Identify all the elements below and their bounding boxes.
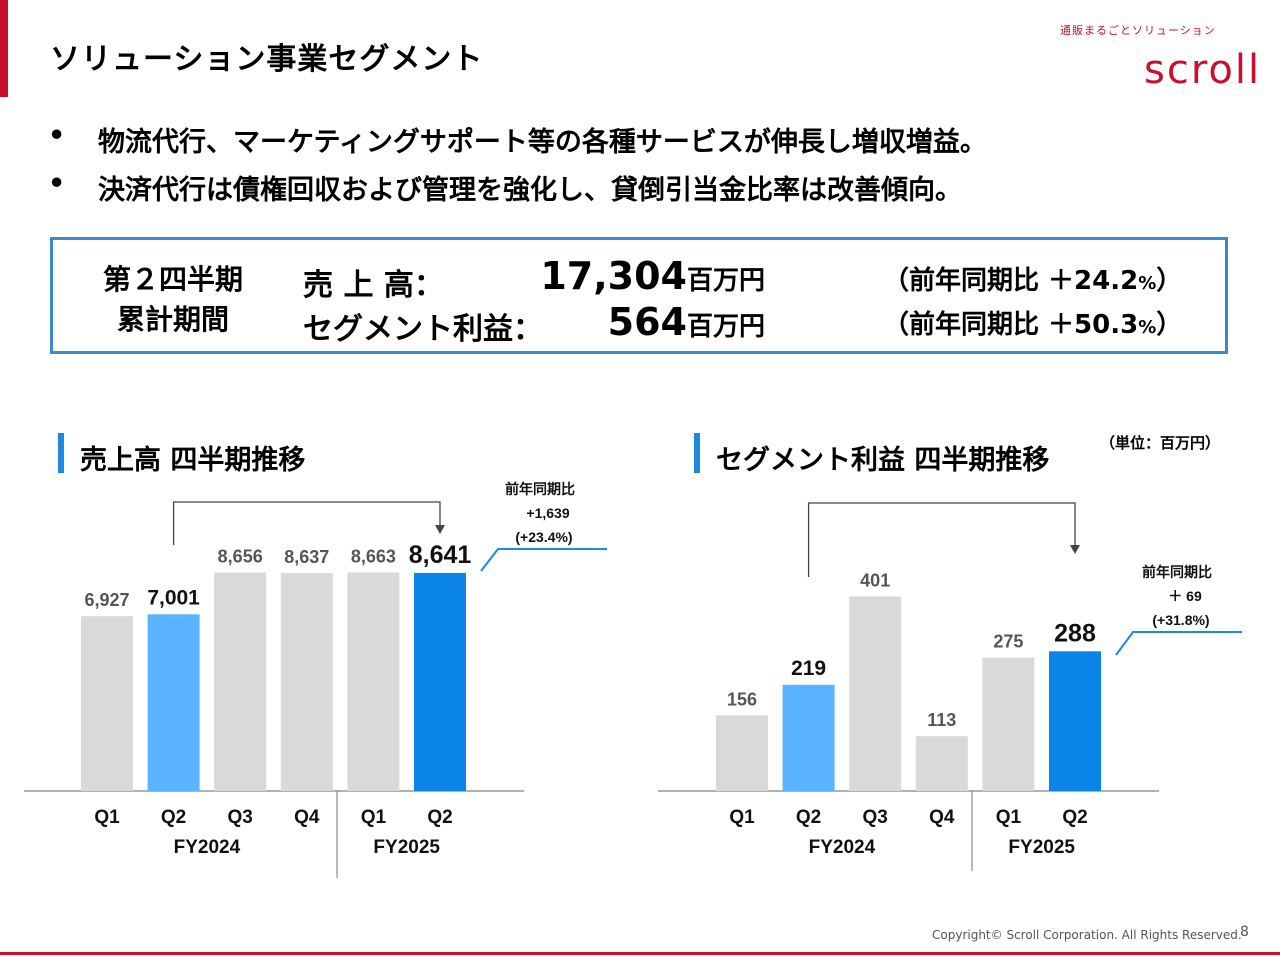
sales-yoy-prefix: （前年同期比 ＋24.2: [883, 266, 1139, 296]
category-label-3: Q3: [863, 807, 888, 828]
yoy-bracket: [807, 502, 1076, 577]
bullet-text: 物流代行、マーケティングサポート等の各種サービスが伸長し増収増益。: [98, 127, 987, 158]
yoy-annotation-diff: +1,639: [526, 505, 569, 521]
yoy-arrowhead: [435, 525, 445, 534]
data-label-6: 288: [1054, 619, 1096, 647]
yoy-annotation-leader: [1115, 631, 1242, 656]
yoy-annotation-pct: (+23.4%): [515, 529, 572, 545]
yoy-annotation-diff: ＋ 69: [1168, 588, 1202, 604]
data-label-4: 113: [927, 710, 956, 730]
data-label-3: 8,656: [218, 547, 263, 567]
category-label-5: Q1: [361, 807, 387, 828]
profit-chart: 156 Q1 219 Q2 401 Q3 113 Q4 275 Q1 288 Q2 FY2024 FY20…: [658, 502, 1242, 871]
profit-value: 564: [607, 300, 687, 344]
data-label-5: 8,663: [351, 546, 396, 566]
group-label-fy2024: FY2024: [174, 837, 241, 858]
category-label-6: Q2: [1062, 807, 1087, 828]
group-label-fy2025: FY2025: [373, 837, 440, 858]
logo-tagline: 通販まるごとソリューション: [1060, 24, 1216, 37]
sales-chart: 6,927 Q1 7,001 Q2 8,656 Q3 8,637 Q4 8,663 Q1 8,641…: [24, 481, 607, 878]
profit-section-marker: [694, 433, 700, 473]
data-label-1: 6,927: [84, 590, 129, 610]
yoy-bracket: [172, 501, 441, 545]
bullet-text: 決済代行は債権回収および管理を強化し、貸倒引当金比率は改善傾向。: [98, 175, 962, 206]
sales-unit: 百万円: [686, 266, 765, 296]
profit-label: セグメント利益：: [303, 312, 543, 347]
category-label-4: Q4: [929, 807, 955, 828]
sales-value: 17,304: [540, 254, 687, 298]
bar-5: [982, 657, 1035, 791]
profit-chart-title: セグメント利益 四半期推移: [716, 445, 1050, 476]
category-label-2: Q2: [161, 807, 186, 828]
bar-6: [414, 572, 466, 791]
category-label-6: Q2: [427, 807, 452, 828]
summary-box: 第２四半期 累計期間 売 上 高： 17,304百万円 （前年同期比 ＋24.2…: [50, 237, 1228, 354]
sales-yoy: （前年同期比 ＋24.2%）: [883, 260, 1182, 297]
period-line2: 累計期間: [116, 303, 229, 336]
data-label-4: 8,637: [284, 547, 329, 567]
logo-wordmark: scroll: [1144, 47, 1262, 93]
company-logo: 通販まるごとソリューション scroll: [1060, 22, 1260, 102]
group-label-fy2025: FY2025: [1008, 837, 1075, 858]
bar-2: [782, 684, 835, 791]
category-label-1: Q1: [729, 807, 755, 828]
bullet-marker: •: [48, 168, 66, 199]
sales-yoy-suffix: ）: [1156, 266, 1183, 296]
bar-1: [716, 715, 768, 791]
profit-unit: 百万円: [686, 312, 765, 342]
period-line1: 第２四半期: [102, 263, 243, 296]
bottom-accent-line: [0, 952, 1280, 955]
bar-4: [915, 736, 968, 791]
yoy-arrowhead: [1070, 545, 1080, 554]
sales-amount: 17,304百万円: [540, 254, 765, 298]
data-label-5: 275: [993, 632, 1023, 652]
data-label-2: 7,001: [147, 586, 200, 609]
profit-yoy: （前年同期比 ＋50.3%）: [883, 304, 1182, 341]
page-title: ソリューション事業セグメント: [50, 42, 484, 77]
bar-6: [1049, 651, 1101, 791]
category-label-1: Q1: [94, 807, 120, 828]
bar-2: [147, 614, 200, 791]
group-label-fy2024: FY2024: [809, 837, 876, 858]
data-label-6: 8,641: [409, 541, 472, 569]
category-label-3: Q3: [228, 807, 253, 828]
sales-section-marker: [58, 433, 64, 473]
bar-3: [849, 596, 902, 791]
bar-1: [81, 616, 133, 791]
category-label-5: Q1: [996, 807, 1022, 828]
profit-yoy-prefix: （前年同期比 ＋50.3: [883, 310, 1139, 340]
profit-yoy-pct: %: [1138, 317, 1157, 338]
period-label: 第２四半期 累計期間: [93, 260, 253, 340]
bar-4: [280, 573, 333, 791]
category-label-4: Q4: [294, 807, 320, 828]
yoy-annotation-leader: [480, 548, 607, 572]
data-label-1: 156: [727, 689, 757, 709]
yoy-annotation-title: 前年同期比: [1142, 564, 1212, 580]
data-label-3: 401: [860, 571, 890, 591]
unit-note: （単位：百万円）: [1100, 434, 1221, 452]
bar-5: [347, 572, 400, 791]
bar-3: [214, 572, 267, 791]
page-number: 8: [1240, 924, 1249, 940]
profit-yoy-suffix: ）: [1156, 310, 1183, 340]
sales-yoy-pct: %: [1138, 273, 1157, 294]
bullet-marker: •: [48, 120, 66, 151]
left-accent-bar: [0, 0, 8, 97]
profit-amount: 564百万円: [608, 300, 765, 344]
data-label-2: 219: [791, 657, 826, 680]
sales-chart-title: 売上高 四半期推移: [80, 445, 306, 476]
yoy-annotation-pct: (+31.8%): [1152, 612, 1209, 628]
copyright-notice: Copyright© Scroll Corporation. All Right…: [932, 928, 1242, 942]
sales-label: 売 上 高：: [303, 268, 444, 303]
category-label-2: Q2: [796, 807, 821, 828]
yoy-annotation-title: 前年同期比: [505, 481, 575, 497]
